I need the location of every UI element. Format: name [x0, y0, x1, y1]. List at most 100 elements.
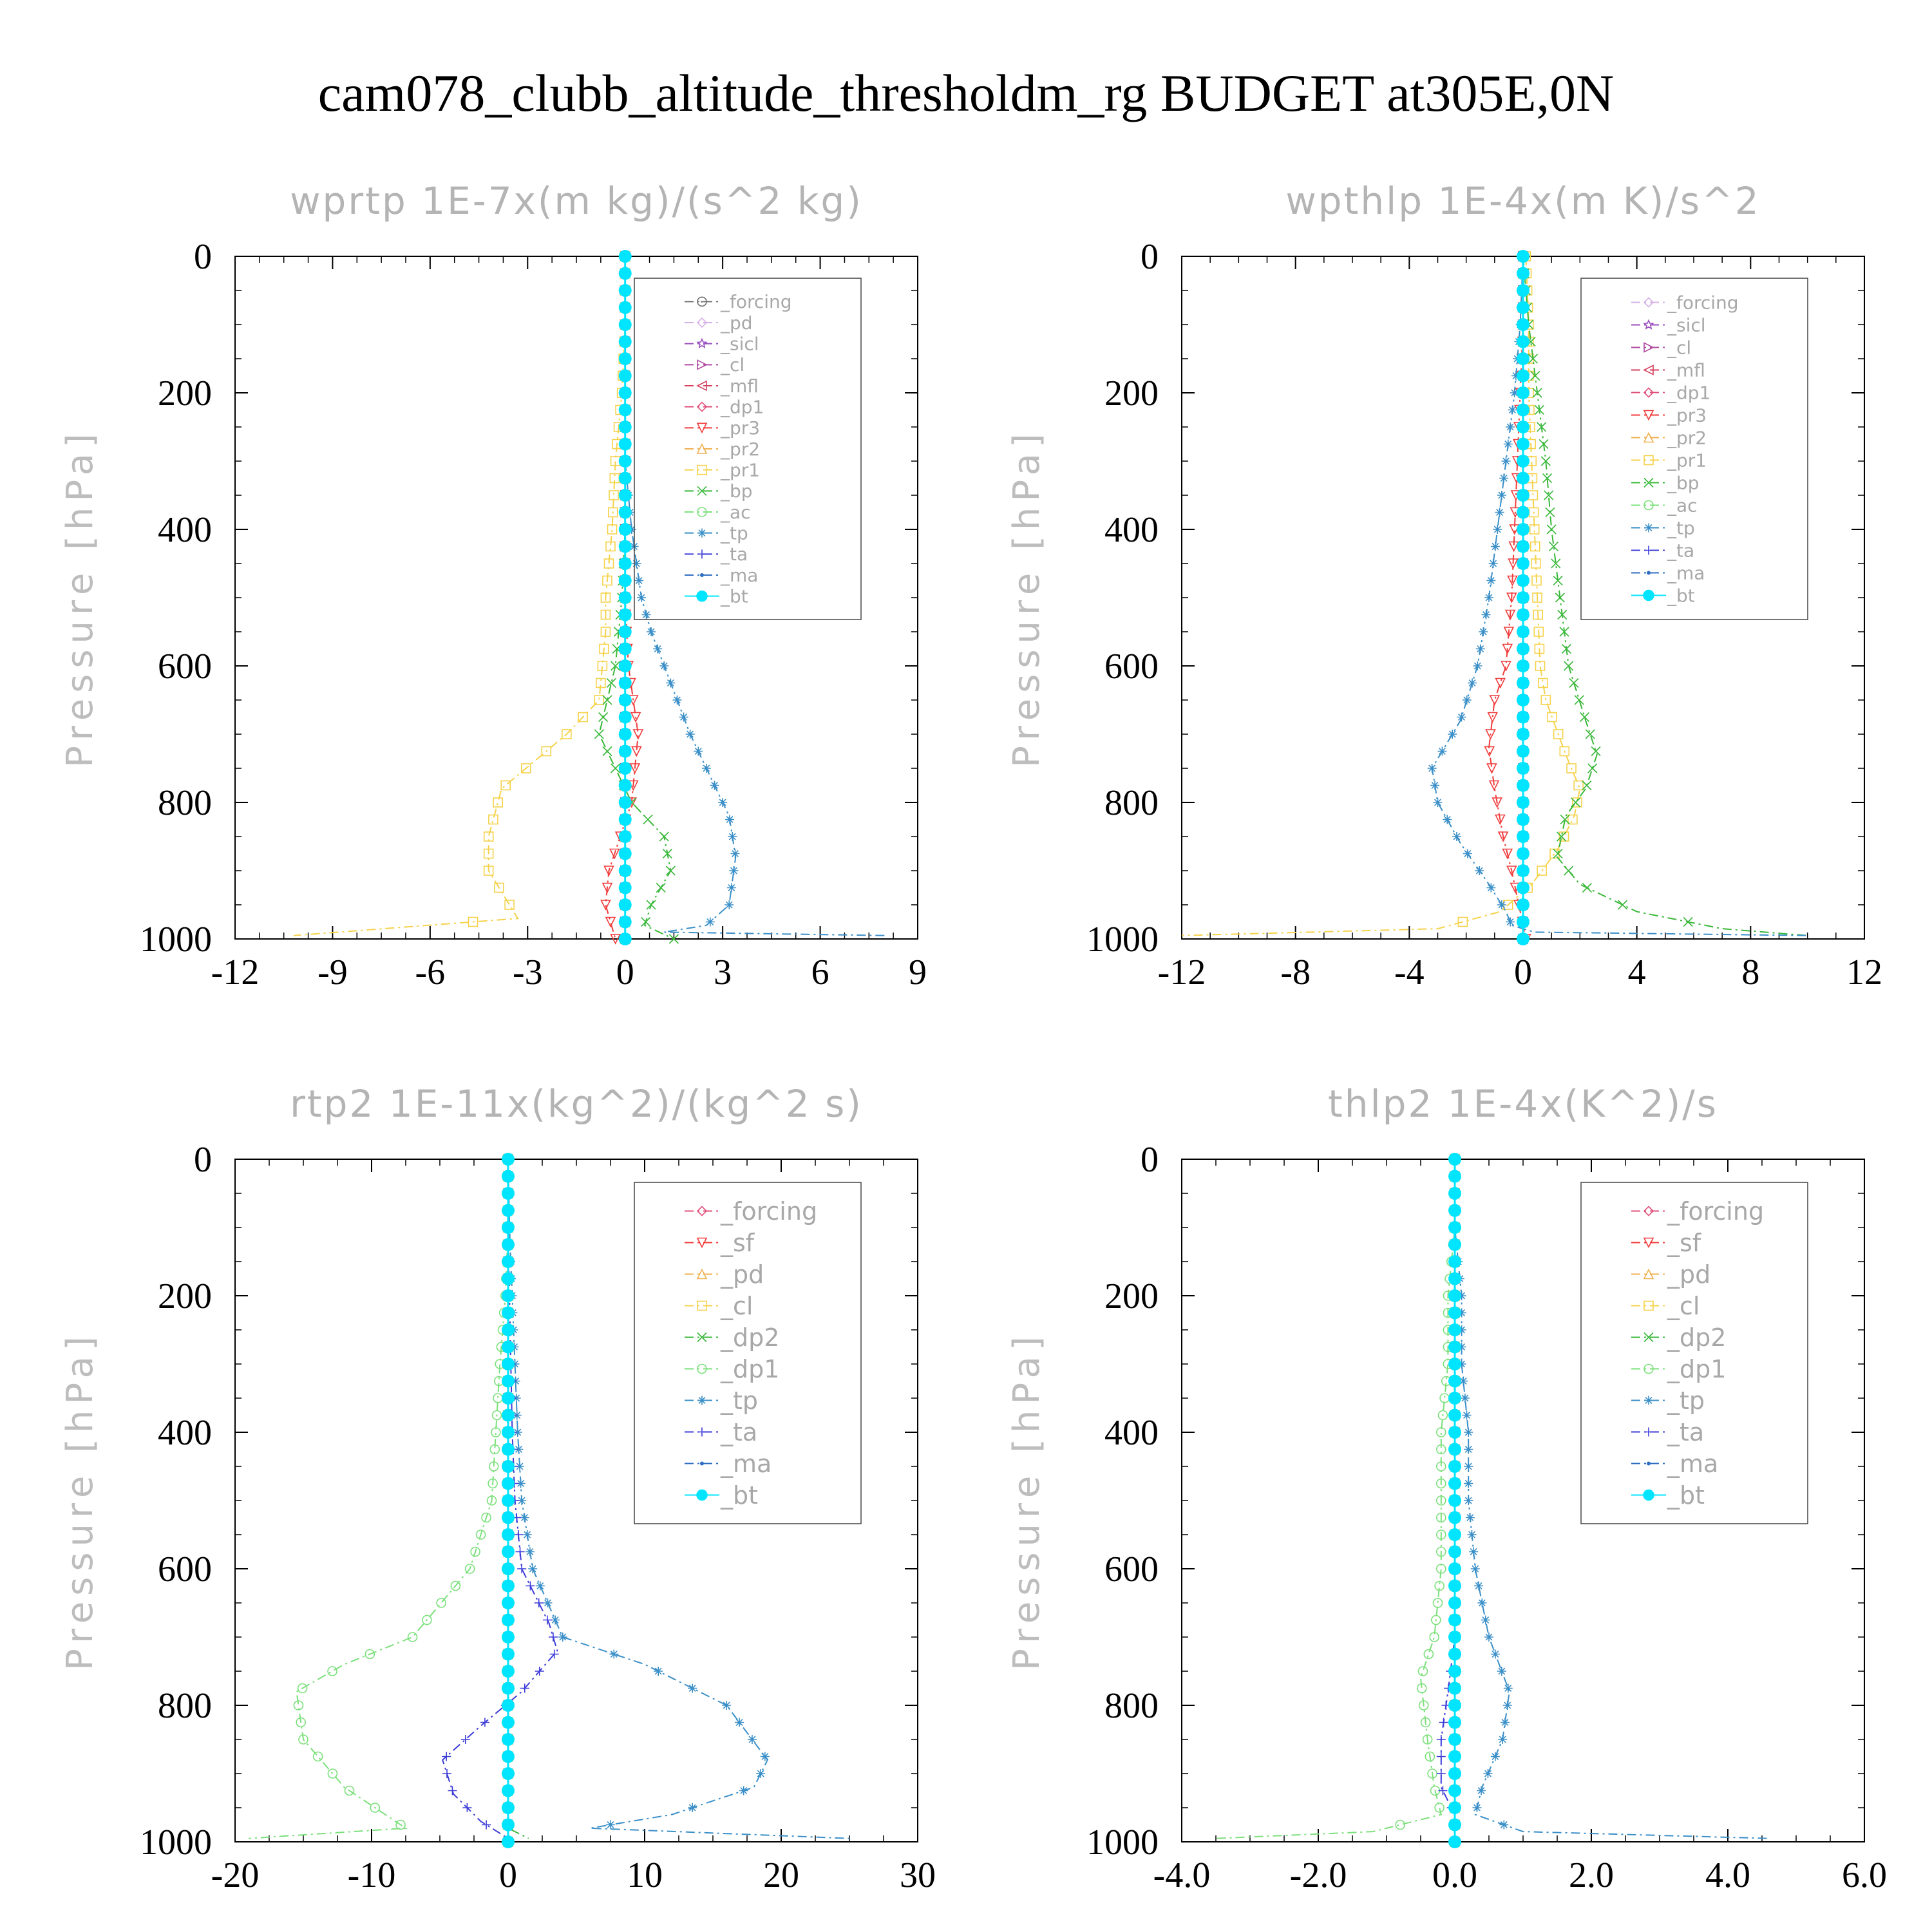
- data-point: [502, 1238, 515, 1251]
- data-point: [632, 559, 641, 568]
- data-point: [1448, 1699, 1461, 1712]
- data-point: [1448, 1323, 1461, 1336]
- legend-item: _ac: [1631, 495, 1698, 516]
- data-point: [1537, 422, 1547, 432]
- data-point: [725, 815, 735, 824]
- data-point: [515, 1547, 525, 1557]
- data-point: [603, 866, 614, 876]
- data-point: [634, 576, 644, 585]
- data-point: [1436, 1546, 1446, 1557]
- data-point: [1427, 764, 1437, 773]
- legend-swatch-marker: [1643, 297, 1654, 308]
- legend-swatch-marker: [1643, 1268, 1654, 1280]
- data-point: [594, 729, 604, 739]
- data-point: [1517, 933, 1530, 945]
- data-point: [483, 848, 494, 859]
- data-point: [1487, 712, 1498, 723]
- legend-item: _sf: [1631, 1229, 1702, 1257]
- legend-label: _forcing: [1667, 1197, 1764, 1226]
- x-tick-label: -12: [1158, 952, 1206, 992]
- legend-label: _bt: [720, 1481, 758, 1510]
- data-point: [1464, 1428, 1473, 1437]
- legend-swatch-marker: [1644, 1427, 1653, 1437]
- x-tick-label: 4.0: [1705, 1855, 1750, 1895]
- legend-swatch-marker: [696, 380, 707, 392]
- data-point: [653, 644, 663, 654]
- series-bt: [1517, 250, 1530, 945]
- panel-title: thlp2 1E-4x(K^2)/s: [1328, 1082, 1718, 1126]
- x-tick-label: 4: [1628, 952, 1646, 992]
- data-point: [618, 335, 632, 348]
- data-point: [365, 1649, 375, 1660]
- data-point: [726, 883, 736, 893]
- legend-label: _tp: [1667, 517, 1695, 538]
- legend-swatch-marker: [1644, 523, 1653, 533]
- data-point: [618, 813, 632, 826]
- data-point: [1517, 318, 1530, 331]
- legend-swatch-marker: [696, 1206, 708, 1217]
- data-point: [502, 1511, 515, 1524]
- legend-item: _dp2: [685, 1323, 779, 1352]
- data-point: [659, 831, 669, 842]
- data-point: [606, 677, 616, 688]
- data-point: [694, 746, 703, 756]
- y-tick-label: 800: [158, 1686, 212, 1726]
- data-point: [296, 1717, 307, 1728]
- data-point: [502, 1528, 515, 1541]
- data-point: [1436, 1530, 1446, 1540]
- data-point: [618, 659, 632, 672]
- legend-label: _forcing: [720, 291, 792, 312]
- data-point: [1486, 763, 1497, 774]
- data-point: [1448, 1460, 1461, 1473]
- x-tick-label: -8: [1280, 952, 1311, 992]
- y-tick-label: 400: [158, 510, 212, 550]
- series-group: [249, 1153, 850, 1848]
- data-point: [1448, 1153, 1461, 1166]
- data-point: [502, 1784, 515, 1797]
- data-point: [685, 730, 695, 739]
- data-point: [1433, 798, 1443, 807]
- x-tick-label: 0.0: [1432, 1855, 1477, 1895]
- data-point: [502, 1187, 515, 1200]
- data-point: [597, 661, 608, 671]
- data-point: [618, 796, 632, 809]
- data-point: [502, 1443, 515, 1456]
- figure-title: cam078_clubb_altitude_thresholdm_rg BUDG…: [318, 64, 1614, 122]
- data-point: [1448, 1477, 1461, 1490]
- data-point: [1448, 1716, 1461, 1729]
- data-point: [513, 1428, 522, 1437]
- y-tick-label: 800: [158, 783, 212, 823]
- data-point: [502, 1170, 515, 1183]
- legend-swatch-marker: [696, 1237, 708, 1249]
- y-tick-label: 800: [1104, 783, 1159, 823]
- data-point: [502, 1306, 515, 1320]
- legend-item: _pr3: [1631, 404, 1707, 426]
- data-point: [1468, 678, 1477, 688]
- data-point: [1448, 1665, 1461, 1678]
- legend-item: _pd: [685, 312, 753, 334]
- data-point: [611, 661, 621, 671]
- data-point: [520, 1513, 529, 1522]
- x-tick-label: 6: [811, 952, 829, 992]
- panel-1: wprtp 1E-7x(m kg)/(s^2 kg) Pressure [hPa]…: [59, 179, 927, 992]
- data-point: [513, 1530, 523, 1539]
- data-point: [1448, 1443, 1461, 1456]
- legend-label: _pr3: [1667, 404, 1707, 426]
- data-point: [1517, 557, 1530, 570]
- data-point: [606, 1820, 615, 1830]
- legend-item: _dp1: [1631, 1355, 1726, 1383]
- data-point: [1567, 814, 1578, 825]
- legend-item: _sf: [685, 1229, 755, 1257]
- data-point: [450, 1580, 461, 1591]
- data-point: [502, 1562, 515, 1575]
- data-point: [1517, 830, 1530, 843]
- legend-label: _ac: [720, 502, 751, 523]
- data-point: [1507, 575, 1518, 587]
- legend-item: _forcing: [1631, 292, 1739, 313]
- legend-label: _ta: [720, 1418, 757, 1446]
- data-point: [1448, 1340, 1461, 1354]
- data-point: [520, 1683, 529, 1693]
- data-point: [1547, 712, 1557, 723]
- data-point: [1501, 661, 1511, 672]
- data-point: [1517, 881, 1530, 895]
